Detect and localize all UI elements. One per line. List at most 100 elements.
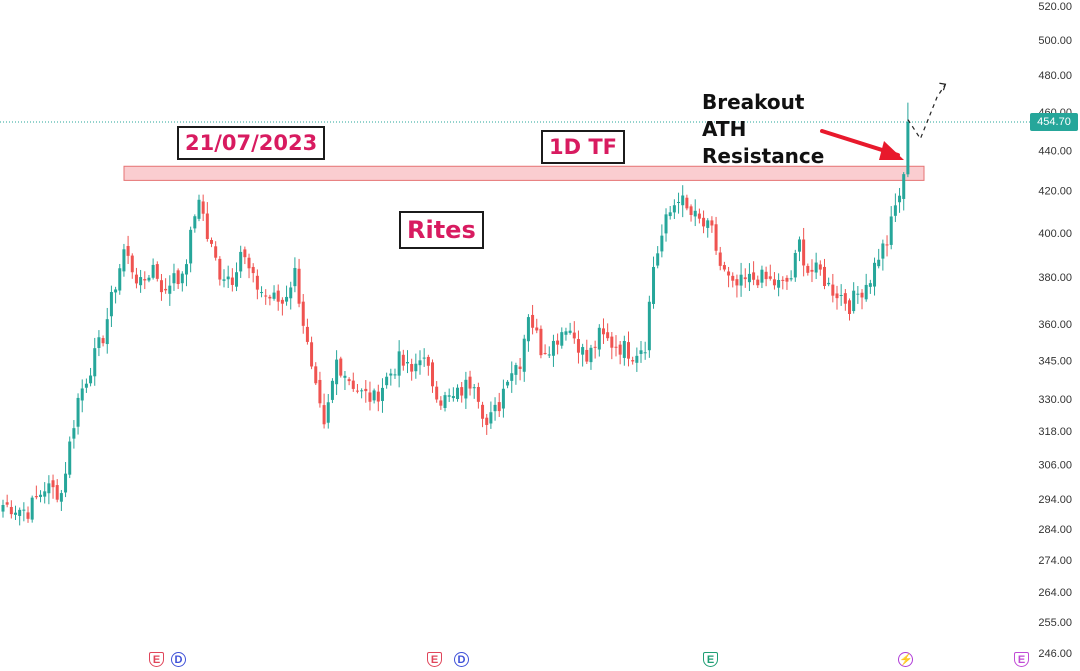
candle-body — [43, 491, 47, 497]
candle-body — [380, 387, 384, 401]
candle-body — [389, 373, 393, 376]
y-tick-label: 440.00 — [1038, 145, 1072, 157]
candle-body — [130, 255, 134, 273]
candle-body — [814, 262, 818, 273]
candle-body — [526, 317, 530, 342]
candle-body — [514, 365, 518, 375]
candle-body — [777, 279, 781, 288]
candle-body — [622, 340, 626, 358]
candle-body — [343, 375, 347, 378]
candle-body — [355, 390, 359, 392]
split-icon[interactable]: ⚡ — [898, 652, 913, 667]
candle-body — [218, 258, 222, 280]
candle-body — [172, 273, 176, 284]
y-tick-label: 306.00 — [1038, 459, 1072, 471]
timeframe-label: 1D TF — [541, 130, 626, 164]
candle-body — [222, 279, 226, 281]
candle-body — [497, 402, 501, 412]
candle-body — [347, 379, 351, 382]
candle-body — [97, 337, 101, 348]
candle-body — [768, 276, 772, 279]
candle-body — [843, 293, 847, 304]
candle-body — [848, 300, 852, 315]
candle-body — [476, 386, 480, 402]
candle-body — [860, 292, 864, 298]
candle-body — [601, 328, 605, 335]
candle-body — [839, 294, 843, 296]
earnings-icon[interactable]: E — [1014, 652, 1029, 667]
candle-body — [201, 201, 205, 214]
candle-body — [501, 388, 505, 409]
candle-body — [122, 249, 126, 272]
dividend-icon[interactable]: D — [171, 652, 186, 667]
candle-body — [164, 288, 168, 291]
candle-body — [393, 374, 397, 376]
candle-body — [318, 379, 322, 404]
candle-body — [193, 216, 197, 229]
candle-body — [535, 327, 539, 331]
candle-body — [410, 364, 414, 372]
candle-body — [422, 357, 426, 359]
candle-body — [743, 277, 747, 280]
candle-body — [652, 266, 656, 304]
candle-body — [576, 339, 580, 353]
y-tick-label: 330.00 — [1038, 394, 1072, 406]
candle-body — [339, 358, 343, 376]
y-tick-label: 294.00 — [1038, 494, 1072, 506]
candle-body — [205, 213, 209, 239]
candle-body — [93, 348, 97, 377]
candle-body — [189, 229, 193, 264]
candle-body — [310, 342, 314, 367]
candle-body — [689, 206, 693, 215]
candle-body — [435, 386, 439, 400]
candle-body — [722, 265, 726, 270]
candle-body — [727, 271, 731, 276]
candle-body — [852, 290, 856, 312]
candle-body — [51, 480, 55, 488]
candle-body — [614, 346, 618, 348]
earnings-icon[interactable]: E — [703, 652, 718, 667]
candle-body — [126, 245, 130, 256]
candle-body — [226, 276, 230, 280]
candle-body — [118, 268, 122, 291]
candle-body — [868, 283, 872, 287]
dividend-icon[interactable]: D — [454, 652, 469, 667]
candle-body — [322, 405, 326, 425]
candle-body — [647, 301, 651, 351]
candle-body — [902, 174, 906, 199]
candle-body — [756, 279, 760, 286]
candle-body — [710, 220, 714, 226]
candle-body — [760, 269, 764, 283]
candle-body — [64, 473, 68, 493]
candle-body — [672, 205, 676, 213]
candle-body — [155, 264, 159, 279]
y-tick-label: 380.00 — [1038, 272, 1072, 284]
candle-body — [764, 271, 768, 280]
candle-body — [30, 497, 34, 520]
candle-body — [560, 332, 564, 346]
candle-body — [785, 277, 789, 282]
candle-body — [818, 264, 822, 270]
candle-body — [789, 278, 793, 280]
candle-body — [439, 400, 443, 406]
candle-body — [326, 402, 330, 423]
candle-body — [802, 239, 806, 266]
candle-body — [797, 239, 801, 252]
annotation-line-resistance: Resistance — [702, 144, 825, 168]
candle-body — [889, 216, 893, 245]
candle-body — [243, 249, 247, 258]
candle-body — [297, 268, 301, 304]
candle-body — [72, 428, 76, 439]
candle-body — [510, 373, 514, 381]
earnings-icon[interactable]: E — [149, 652, 164, 667]
earnings-icon[interactable]: E — [427, 652, 442, 667]
candle-body — [827, 282, 831, 285]
candle-body — [581, 347, 585, 355]
candle-body — [893, 205, 897, 216]
candle-body — [585, 349, 589, 362]
candle-body — [147, 277, 151, 281]
candle-body — [485, 417, 489, 425]
y-tick-label: 500.00 — [1038, 35, 1072, 47]
